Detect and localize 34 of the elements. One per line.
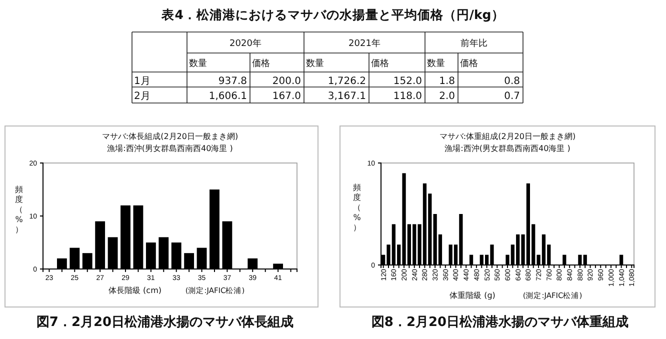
text: 2021年 <box>348 38 380 49</box>
text: 価格 <box>252 58 270 69</box>
text: 数量 <box>306 58 324 69</box>
text: 3,167.1 <box>328 91 366 102</box>
text: 200.0 <box>272 76 301 87</box>
caption: 図8．2月20日松浦港水揚のマサバ体重組成 <box>371 314 629 330</box>
text: 2月 <box>134 91 150 102</box>
x-axis-title: 体重階級 (g) <box>450 291 496 300</box>
text: 価格 <box>371 58 389 69</box>
text: 1,726.2 <box>328 76 366 87</box>
text: 1月 <box>134 76 150 87</box>
text: 152.0 <box>393 76 422 87</box>
caption: 図7．2月20日松浦港水揚のマサバ体長組成 <box>36 315 294 330</box>
text: 2020年 <box>230 38 262 49</box>
text: 937.8 <box>218 76 247 87</box>
x-axis-title: 体長階級 (cm) <box>108 286 162 295</box>
chart-title: マサバ:体長組成(2月20日一般まき網) <box>102 132 238 141</box>
text: 2.0 <box>439 91 455 102</box>
text: 167.0 <box>272 91 301 102</box>
chart-title: マサバ:体重組成(2月20日一般まき網) <box>439 132 576 141</box>
y-axis-title: 頻度（%） <box>15 185 24 234</box>
text: 0.8 <box>504 76 520 87</box>
text: 数量 <box>427 58 445 69</box>
chart-subtitle: 漁場:西沖(男女群島西南西40海里 ) <box>444 144 570 153</box>
chart-subtitle: 漁場:西沖(男女群島西南西40海里 ) <box>107 144 233 153</box>
text: 0.7 <box>504 91 520 102</box>
text: 数量 <box>189 58 207 69</box>
text: 価格 <box>460 58 478 69</box>
text: 1,606.1 <box>208 91 247 102</box>
y-axis-title: 頻度（%） <box>353 183 362 232</box>
text: 118.0 <box>393 91 422 102</box>
text: 1.8 <box>439 76 455 87</box>
text: 前年比 <box>460 38 488 49</box>
text: 表4．松浦港におけるマサバの水揚量と平均価格（円/kg） <box>160 7 504 22</box>
